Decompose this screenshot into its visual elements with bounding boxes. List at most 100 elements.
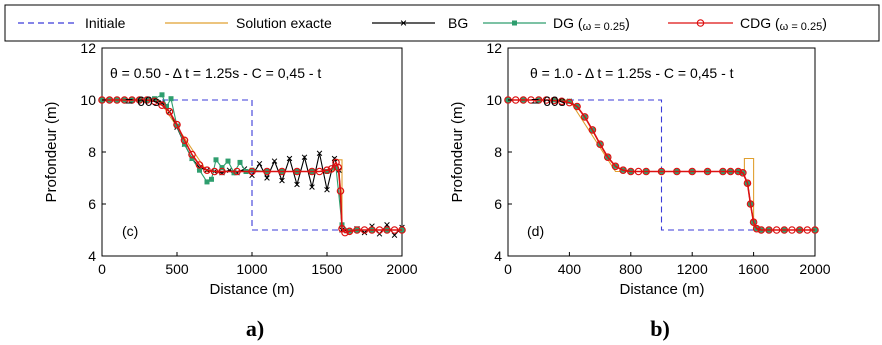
data-point bbox=[391, 232, 398, 238]
y-tick-label: 6 bbox=[88, 196, 96, 212]
data-point bbox=[375, 226, 384, 234]
chart-panel-c: 0 500 1000 1500 2000 4 6 8 10 12 θ = 0.50 - Δ t =… bbox=[43, 40, 418, 341]
data-point bbox=[219, 165, 225, 171]
data-point bbox=[757, 226, 766, 234]
legend-entry-initiale: Initiale bbox=[18, 15, 126, 31]
data-point bbox=[113, 96, 121, 104]
data-point bbox=[237, 159, 243, 165]
data-point bbox=[263, 167, 271, 176]
data-point bbox=[534, 96, 543, 104]
series-initiale bbox=[508, 99, 815, 231]
data-point bbox=[309, 184, 315, 190]
data-point bbox=[173, 120, 181, 129]
series-cdg bbox=[98, 96, 406, 237]
legend-label: Solution exacte bbox=[236, 15, 332, 31]
legend-marker bbox=[400, 20, 407, 26]
series-cdg bbox=[504, 96, 819, 234]
data-point bbox=[120, 96, 129, 104]
legend-label: Initiale bbox=[85, 15, 126, 31]
data-point bbox=[294, 181, 300, 188]
data-point bbox=[341, 228, 349, 237]
data-point bbox=[218, 167, 226, 176]
data-point bbox=[316, 150, 323, 157]
data-point bbox=[233, 167, 241, 176]
data-point bbox=[688, 167, 697, 176]
data-point bbox=[384, 222, 390, 228]
x-tick-label: 2000 bbox=[799, 261, 830, 277]
data-point bbox=[795, 226, 804, 234]
series-bg bbox=[99, 96, 405, 238]
data-point bbox=[210, 167, 219, 176]
data-point bbox=[143, 96, 151, 104]
data-point bbox=[565, 98, 574, 107]
legend-box bbox=[4, 4, 880, 42]
data-point bbox=[573, 102, 581, 111]
data-point bbox=[159, 92, 165, 98]
data-point bbox=[550, 96, 558, 105]
data-point bbox=[286, 155, 293, 162]
panel-sublabel: b) bbox=[650, 316, 670, 341]
data-point bbox=[739, 169, 747, 177]
data-point bbox=[634, 167, 643, 176]
data-point bbox=[542, 96, 551, 104]
data-point bbox=[588, 126, 597, 134]
data-point bbox=[331, 155, 338, 162]
data-point bbox=[596, 140, 604, 149]
data-point bbox=[128, 96, 136, 104]
data-point bbox=[324, 186, 330, 193]
data-point bbox=[165, 107, 174, 116]
annotation-line2: = 60s bbox=[125, 93, 160, 109]
data-point bbox=[368, 226, 376, 234]
data-point bbox=[780, 226, 789, 234]
annotation-line1: θ = 0.50 - Δ t = 1.25s - C = 0,45 - t bbox=[110, 65, 321, 81]
legend-label: BG bbox=[448, 15, 468, 31]
x-tick-label: 1600 bbox=[738, 261, 769, 277]
x-tick-label: 500 bbox=[165, 261, 189, 277]
data-point bbox=[803, 226, 812, 234]
y-axis-label: Profondeur (m) bbox=[449, 102, 466, 203]
y-tick-label: 4 bbox=[88, 248, 96, 264]
legend-entry-bg: BG bbox=[372, 15, 468, 31]
data-point bbox=[203, 166, 211, 175]
data-point bbox=[225, 158, 231, 164]
legend-entry-solutionexacte: Solution exacte bbox=[165, 15, 332, 31]
y-tick-label: 4 bbox=[494, 248, 502, 264]
data-point bbox=[315, 167, 324, 176]
data-point bbox=[195, 161, 204, 169]
y-tick-label: 10 bbox=[486, 92, 502, 108]
data-point bbox=[719, 167, 727, 176]
data-point bbox=[743, 179, 752, 188]
series-line bbox=[508, 99, 815, 231]
panel-sublabel: a) bbox=[246, 316, 264, 341]
data-point bbox=[557, 97, 566, 106]
legend-marker bbox=[511, 20, 517, 26]
x-tick-label: 1200 bbox=[677, 261, 708, 277]
data-point bbox=[180, 136, 189, 145]
y-tick-label: 12 bbox=[80, 40, 96, 56]
data-point bbox=[626, 167, 635, 176]
data-point bbox=[279, 177, 285, 184]
y-tick-label: 8 bbox=[494, 144, 502, 160]
data-point bbox=[271, 158, 278, 164]
data-point bbox=[308, 167, 316, 176]
data-point bbox=[749, 218, 758, 227]
data-point bbox=[765, 226, 773, 234]
data-point bbox=[248, 167, 256, 176]
data-point bbox=[158, 101, 166, 110]
data-point bbox=[334, 163, 343, 172]
series-initiale bbox=[102, 99, 402, 231]
data-point bbox=[734, 167, 743, 176]
data-point bbox=[390, 226, 399, 234]
x-tick-label: 1000 bbox=[236, 261, 267, 277]
data-point bbox=[752, 224, 761, 233]
series-line bbox=[102, 99, 402, 231]
data-point bbox=[527, 96, 535, 104]
data-point bbox=[336, 187, 345, 195]
chart-panel-d: 0 400 800 1200 1600 2000 4 6 8 10 12 θ = 1.0 - Δ t… bbox=[449, 40, 831, 341]
data-point bbox=[105, 96, 114, 104]
data-point bbox=[580, 113, 589, 121]
data-point bbox=[204, 179, 210, 185]
data-point bbox=[383, 226, 391, 234]
data-point bbox=[772, 226, 781, 234]
x-axis-label: Distance (m) bbox=[209, 281, 294, 298]
